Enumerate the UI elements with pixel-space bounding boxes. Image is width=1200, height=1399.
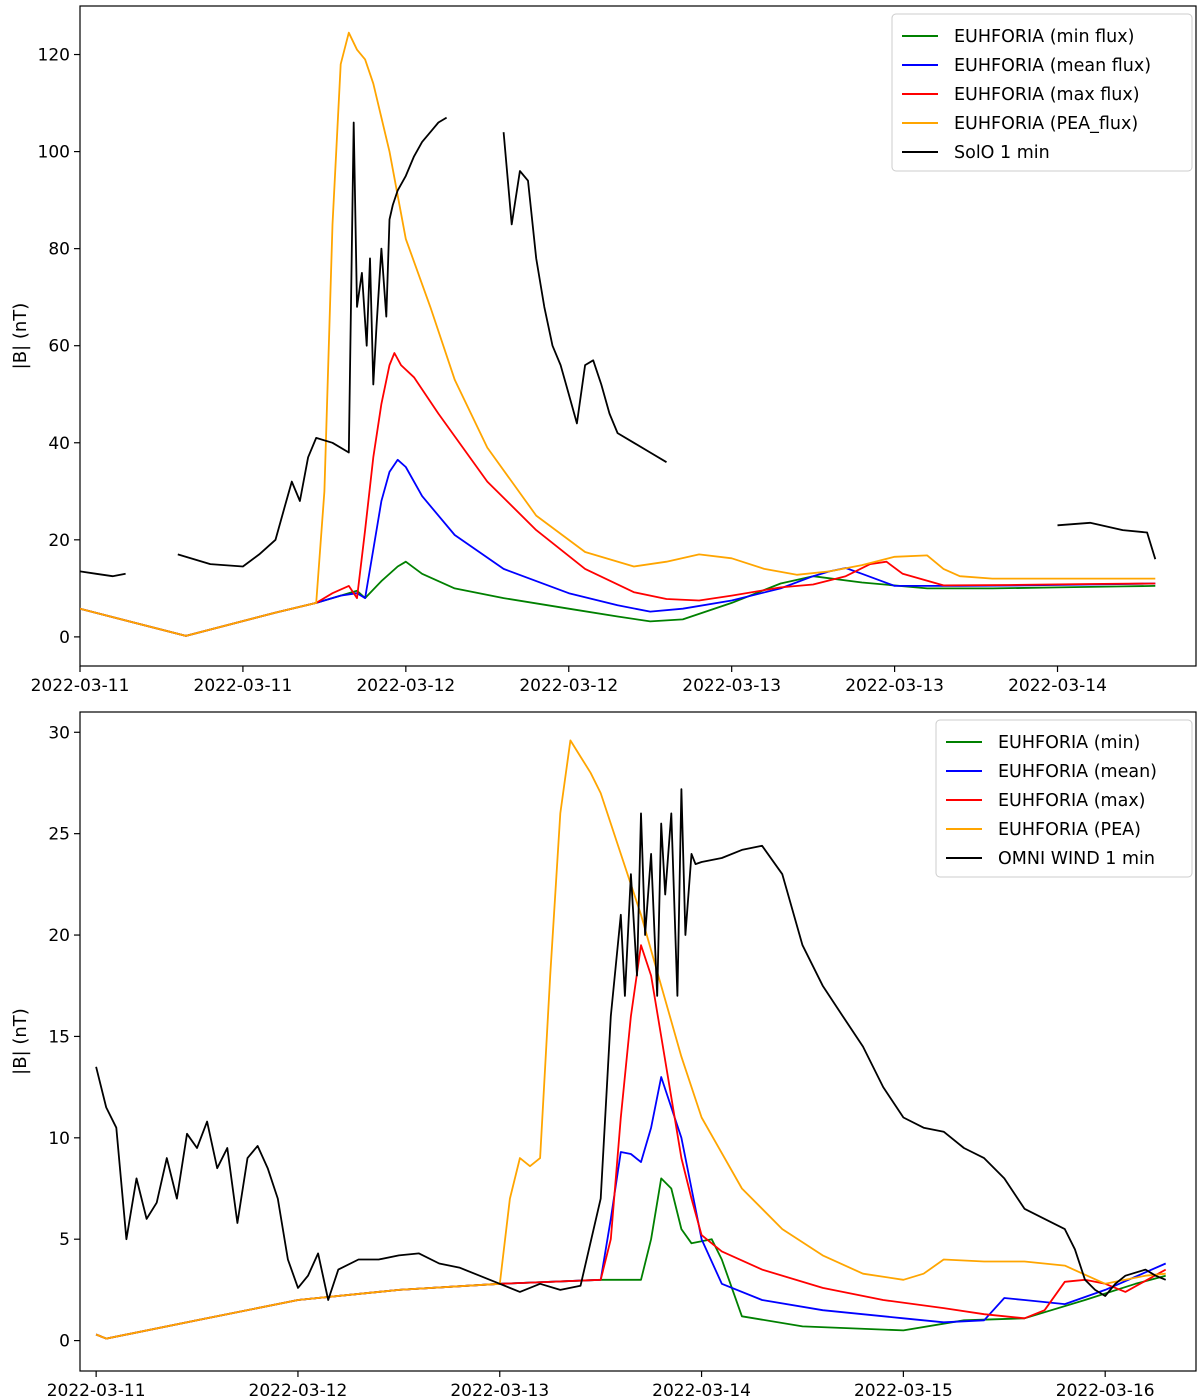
legend-label: OMNI WIND 1 min bbox=[998, 849, 1155, 869]
y-tick-label: 0 bbox=[59, 628, 70, 648]
legend-label: EUHFORIA (PEA) bbox=[998, 820, 1141, 840]
legend-label: SolO 1 min bbox=[954, 143, 1050, 163]
x-tick-label: 2022-03-15 bbox=[854, 1381, 953, 1399]
y-tick-label: 120 bbox=[38, 46, 70, 66]
x-tick-label: 2022-03-12 bbox=[249, 1381, 348, 1399]
x-tick-label: 2022-03-12 bbox=[356, 676, 455, 696]
legend-label: EUHFORIA (PEA_flux) bbox=[954, 114, 1138, 134]
legend-label: EUHFORIA (min) bbox=[998, 733, 1140, 753]
x-tick-label: 2022-03-16 bbox=[1056, 1381, 1155, 1399]
series-group bbox=[95, 739, 1167, 1340]
y-axis-label: |B| (nT) bbox=[10, 303, 31, 370]
y-tick-label: 0 bbox=[59, 1332, 70, 1352]
y-tick-label: 20 bbox=[48, 531, 70, 551]
legend-label: EUHFORIA (mean flux) bbox=[954, 56, 1151, 76]
series-line-solo-1-min bbox=[502, 132, 667, 463]
y-tick-label: 25 bbox=[48, 825, 70, 845]
legend-label: EUHFORIA (max flux) bbox=[954, 85, 1140, 105]
legend-label: EUHFORIA (min flux) bbox=[954, 27, 1134, 47]
x-tick-label: 2022-03-12 bbox=[519, 676, 618, 696]
x-tick-label: 2022-03-14 bbox=[1008, 676, 1107, 696]
y-tick-label: 30 bbox=[48, 723, 70, 743]
x-tick-label: 2022-03-13 bbox=[682, 676, 781, 696]
y-tick-label: 40 bbox=[48, 434, 70, 454]
y-tick-label: 60 bbox=[48, 337, 70, 357]
y-tick-label: 20 bbox=[48, 926, 70, 946]
y-tick-label: 80 bbox=[48, 240, 70, 260]
legend: EUHFORIA (min) EUHFORIA (mean) EUHFORIA (m… bbox=[935, 719, 1193, 878]
series-line-solo-1-min bbox=[1057, 521, 1157, 560]
legend-box bbox=[935, 719, 1193, 878]
legend-box bbox=[891, 13, 1193, 172]
x-tick-label: 2022-03-13 bbox=[845, 676, 944, 696]
y-tick-label: 15 bbox=[48, 1027, 70, 1047]
chart-panel-2: 0 5 10 15 20 25 30 2022-03-11 2022-03-12 2022-03-… bbox=[10, 711, 1197, 1399]
x-tick-label: 2022-03-11 bbox=[47, 1381, 146, 1399]
y-tick-label: 10 bbox=[48, 1129, 70, 1149]
legend-label: EUHFORIA (max) bbox=[998, 791, 1146, 811]
series-line-euhforia-max-flux bbox=[80, 352, 1156, 637]
y-tick-label: 5 bbox=[59, 1230, 70, 1250]
series-line-solo-1-min bbox=[80, 570, 126, 578]
x-tick-label: 2022-03-11 bbox=[31, 676, 130, 696]
x-tick-label: 2022-03-11 bbox=[194, 676, 293, 696]
x-tick-label: 2022-03-13 bbox=[450, 1381, 549, 1399]
series-line-euhforia-pea-flux bbox=[80, 31, 1156, 637]
series-group bbox=[80, 31, 1157, 637]
x-tick-label: 2022-03-14 bbox=[652, 1381, 751, 1399]
y-axis-label: |B| (nT) bbox=[10, 1008, 31, 1075]
chart-panel-1: 0 20 40 60 80 100 120 2022-03-11 2022-03-11 2022-… bbox=[10, 5, 1197, 696]
series-line-solo-1-min bbox=[177, 116, 448, 568]
y-tick-label: 100 bbox=[38, 143, 70, 163]
series-line-omni-wind-1-min bbox=[95, 788, 1167, 1301]
legend: EUHFORIA (min flux) EUHFORIA (mean flux) E… bbox=[891, 13, 1193, 172]
legend-label: EUHFORIA (mean) bbox=[998, 762, 1157, 782]
